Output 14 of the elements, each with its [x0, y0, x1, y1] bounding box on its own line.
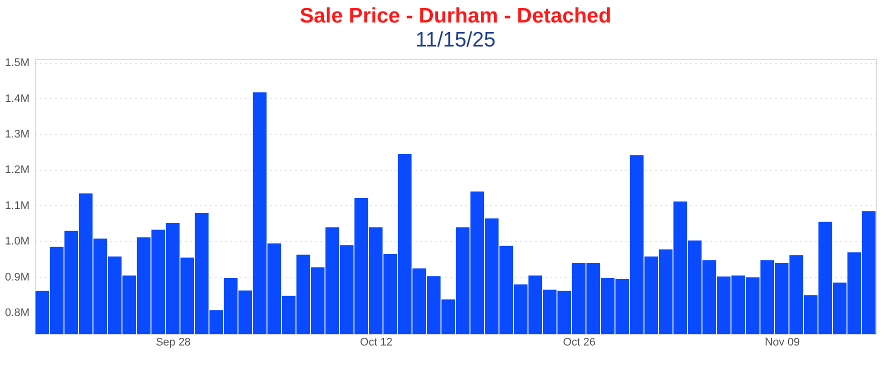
y-tick-label: 1.4M: [5, 92, 30, 105]
x-tick-label: Oct 12: [360, 336, 392, 348]
y-tick-label: 1.1M: [5, 200, 30, 212]
x-tick-label: Sep 28: [156, 336, 191, 348]
chart-subtitle: 11/15/25: [415, 28, 496, 52]
y-tick-label: 0.8M: [5, 307, 30, 320]
x-tick-label: Nov 09: [764, 336, 800, 348]
y-tick-label: 1.0M: [5, 236, 30, 248]
y-tick-label: 1.2M: [5, 164, 30, 176]
y-tick-label: 1.5M: [5, 57, 30, 70]
y-tick-label: 1.3M: [5, 128, 30, 140]
y-tick-label: 0.9M: [5, 271, 30, 284]
chart-title: Sale Price - Durham - Detached: [300, 4, 612, 28]
x-tick-label: Oct 26: [563, 336, 596, 348]
